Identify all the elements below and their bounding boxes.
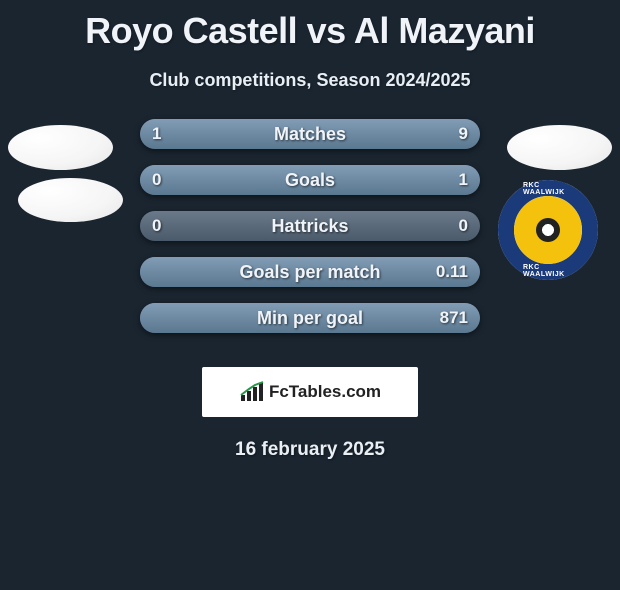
stat-label: Hattricks	[140, 211, 480, 241]
crest-ball-icon	[536, 218, 560, 242]
stat-bar: Matches1 9	[140, 119, 480, 149]
stat-bar: Min per goal871	[140, 303, 480, 333]
stat-value-right: 1	[459, 165, 468, 195]
stat-label: Matches	[140, 119, 480, 149]
stat-label: Min per goal	[140, 303, 480, 333]
crest-text-bottom: RKC WAALWIJK	[523, 264, 573, 278]
bar-chart-icon	[239, 381, 265, 403]
stat-value-right: 9	[459, 119, 468, 149]
stat-value-right: 871	[440, 303, 468, 333]
stat-value-right: 0.11	[436, 257, 468, 287]
brand-box: FcTables.com	[202, 367, 418, 417]
stat-row: Matches1 9	[0, 119, 620, 165]
crest-inner	[514, 196, 582, 264]
stat-row: Min per goal871	[0, 303, 620, 349]
stat-value-left: 0	[152, 165, 161, 195]
stat-bar: Goals0 1	[140, 165, 480, 195]
stat-label: Goals per match	[140, 257, 480, 287]
footer-date: 16 february 2025	[0, 439, 620, 461]
page-title: Royo Castell vs Al Mazyani	[0, 10, 620, 52]
crest-text-top: RKC WAALWIJK	[523, 182, 573, 196]
stat-bar: Hattricks0 0	[140, 211, 480, 241]
stat-label: Goals	[140, 165, 480, 195]
stat-value-right: 0	[459, 211, 468, 241]
stat-bar: Goals per match0.11	[140, 257, 480, 287]
page-subtitle: Club competitions, Season 2024/2025	[0, 70, 620, 91]
stat-value-left: 0	[152, 211, 161, 241]
brand-text: FcTables.com	[269, 382, 381, 402]
stat-value-left: 1	[152, 119, 161, 149]
